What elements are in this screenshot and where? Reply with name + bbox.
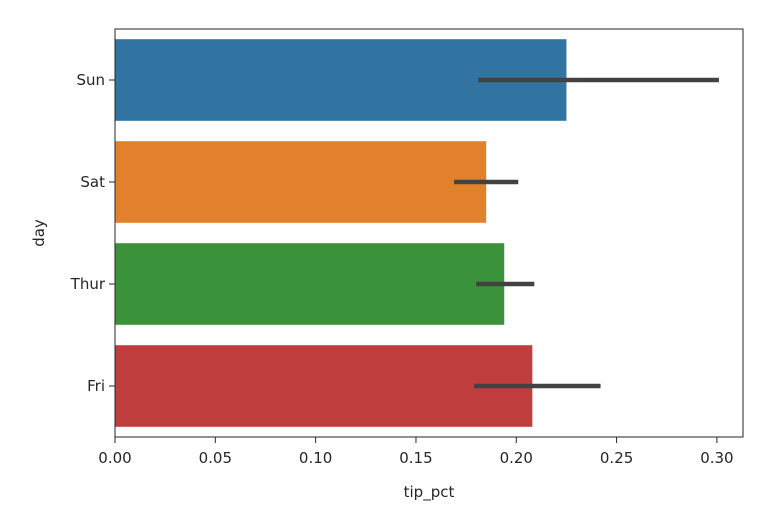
bar-fri [115,345,533,427]
x-tick-label: 0.25 [600,449,633,467]
x-tick-label: 0.30 [700,449,733,467]
x-tick-label: 0.05 [199,449,232,467]
x-tick-label: 0.10 [299,449,332,467]
bars-layer [115,39,567,427]
plot-frame [114,28,744,438]
bar-sat [115,141,487,223]
axis-ticks-layer: Sun Sat Thur Fri 0.00 0.05 0.10 0.15 0.20 0.25 0.3… [70,71,734,467]
x-tick-label: 0.15 [399,449,432,467]
x-tick-label: 0.00 [98,449,131,467]
x-tick-label: 0.20 [500,449,533,467]
error-bars-layer [454,77,719,389]
x-axis-label: tip_pct [404,483,455,502]
y-tick-label: Fri [87,377,105,395]
y-tick-label: Sun [76,71,105,89]
y-tick-label: Sat [80,173,105,191]
y-tick-label: Thur [70,275,106,293]
y-axis-label: day [30,219,48,247]
bar-thur [115,243,505,325]
